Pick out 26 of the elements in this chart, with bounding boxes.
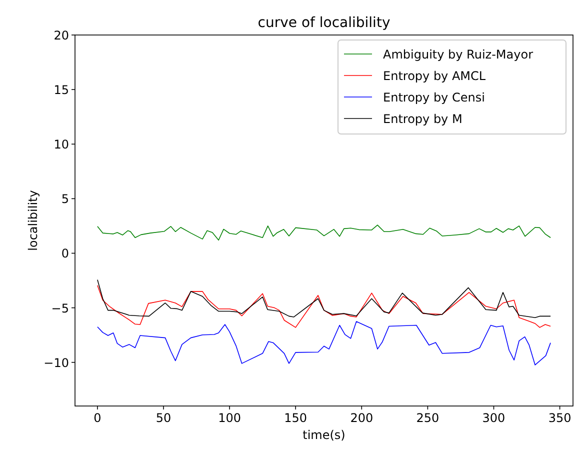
line-series (97, 279, 551, 318)
x-tick-label: 0 (94, 411, 102, 425)
y-tick-label: 0 (61, 246, 69, 261)
y-tick-label: 20 (54, 28, 69, 42)
legend-label: Entropy by M (383, 112, 462, 126)
y-tick-label: −5 (51, 301, 69, 316)
chart-title: curve of localibility (258, 15, 390, 31)
x-tick-label: 150 (284, 411, 308, 425)
y-tick-label: −10 (44, 356, 69, 370)
y-tick-label: 10 (54, 138, 69, 152)
x-tick-label: 300 (482, 411, 506, 425)
x-tick-label: 50 (156, 411, 172, 425)
line-series (97, 224, 551, 241)
legend-label: Entropy by AMCL (383, 69, 486, 83)
legend-label: Entropy by Censi (383, 90, 485, 104)
line-series (97, 285, 551, 328)
x-axis-title: time(s) (302, 428, 346, 442)
y-axis-title: localibility (26, 190, 40, 251)
x-tick-label: 100 (218, 411, 242, 425)
legend-label: Ambiguity by Ruiz-Mayor (383, 48, 534, 62)
line-series (97, 321, 551, 366)
y-tick-label: 5 (61, 192, 69, 206)
x-tick-label: 250 (416, 411, 440, 425)
x-tick-label: 350 (548, 411, 572, 425)
y-tick-label: 15 (54, 83, 69, 98)
x-tick-label: 200 (350, 411, 374, 425)
